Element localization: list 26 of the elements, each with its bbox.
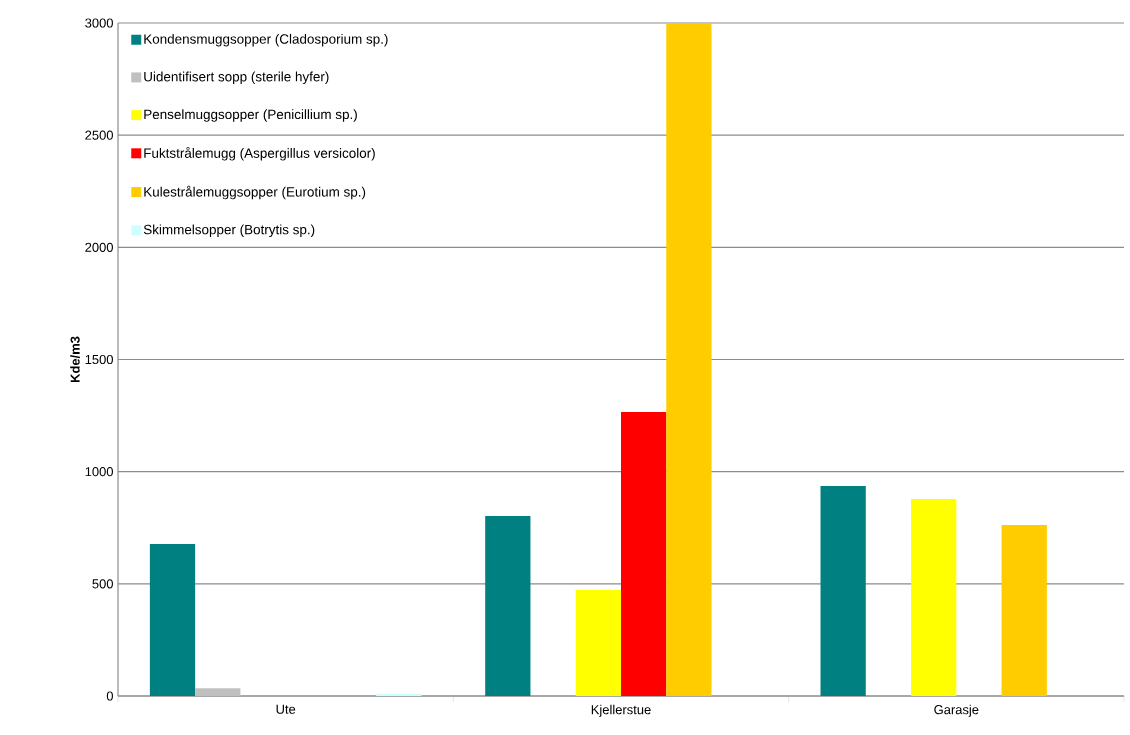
y-axis-title: Kde/m3 [70, 336, 80, 383]
y-tick-label: 0 [106, 691, 113, 701]
y-tick-label: 500 [92, 579, 113, 589]
y-tick-label: 2500 [85, 130, 113, 140]
legend-label: Penselmuggsopper (Penicillium sp.) [144, 109, 357, 122]
bar [666, 22, 712, 696]
y-tick-label: 2000 [85, 242, 113, 252]
y-tick-label: 1500 [85, 354, 113, 365]
bar [195, 688, 241, 696]
bar [575, 589, 621, 696]
legend-label: Skimmelsopper (Botrytis sp.) [143, 224, 315, 237]
legend-label: Kondensmuggsopper (Cladosporium sp.) [144, 33, 388, 47]
bar [149, 543, 196, 696]
x-tick-label: Ute [276, 704, 296, 714]
legend-label: Fuktstrålemugg (Aspergillus versicolor) [144, 146, 375, 161]
bar [620, 411, 667, 696]
y-tick-label: 3000 [85, 18, 113, 28]
x-tick-label: Garasje [934, 704, 979, 717]
bar [1001, 525, 1047, 696]
bar [485, 516, 531, 696]
x-tick-label: Kjellerstue [591, 704, 651, 717]
y-tick-label: 1000 [85, 467, 113, 477]
bar [820, 486, 866, 696]
bar [911, 499, 957, 696]
legend-label: Kulestrålemuggsopper (Eurotium sp.) [144, 185, 366, 200]
legend-label: Uidentifisert sopp (sterile hyfer) [144, 71, 329, 85]
